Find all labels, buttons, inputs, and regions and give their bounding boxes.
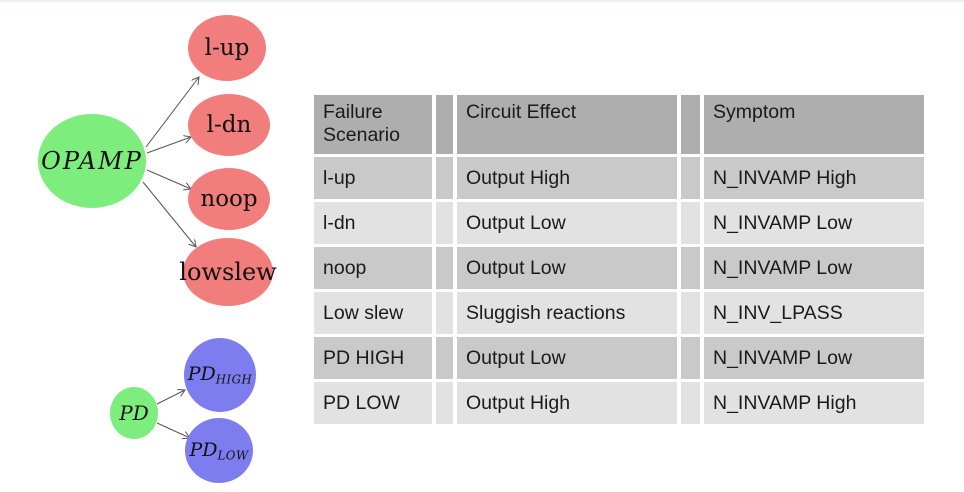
row-spacer-cell [681, 292, 700, 334]
header-spacer-cell [436, 95, 453, 154]
row-spacer-cell [681, 337, 700, 379]
node-label: noop [200, 186, 258, 212]
table-cell-failure: PD LOW [314, 382, 432, 424]
arrow-opamp-ldn [146, 137, 191, 154]
diagram-node-pd-low: PDLOW [185, 418, 253, 483]
table-cell-symptom: N_INVAMP Low [704, 247, 924, 289]
arrow-pd-pdhigh [156, 390, 185, 405]
row-spacer-cell [436, 157, 453, 199]
failure-scenario-table: Failure Scenario Circuit Effect Symptom … [314, 95, 924, 424]
node-label-subscript: HIGH [215, 372, 253, 387]
row-spacer-cell [436, 202, 453, 244]
table-cell-effect: Output High [457, 382, 677, 424]
top-accent-line [0, 0, 964, 2]
table-cell-effect: Output Low [457, 337, 677, 379]
diagram-node-pd-high: PDHIGH [184, 338, 256, 412]
diagram-node-pd: PD [110, 387, 158, 439]
diagram-node-noop: noop [188, 168, 270, 230]
row-spacer-cell [436, 247, 453, 289]
table-cell-symptom: N_INV_LPASS [704, 292, 924, 334]
diagram-node-l-dn: l-dn [188, 94, 270, 156]
table-cell-effect: Output Low [457, 247, 677, 289]
table-cell-failure: l-dn [314, 202, 432, 244]
row-spacer-cell [436, 337, 453, 379]
row-spacer-cell [681, 382, 700, 424]
node-label: PD [119, 401, 149, 425]
column-header-failure-scenario: Failure Scenario [314, 95, 432, 154]
node-label: PDLOW [189, 438, 249, 463]
row-spacer-cell [681, 157, 700, 199]
table-cell-effect: Output Low [457, 202, 677, 244]
row-spacer-cell [681, 202, 700, 244]
row-spacer-cell [436, 382, 453, 424]
row-spacer-cell [681, 247, 700, 289]
diagram-arrow-layer [142, 0, 320, 492]
table-cell-symptom: N_INVAMP High [704, 382, 924, 424]
node-label: lowslew [179, 258, 277, 286]
arrow-pd-pdlow [156, 422, 190, 438]
node-label: l-dn [206, 112, 252, 138]
diagram-node-l-up: l-up [188, 15, 266, 81]
table-cell-failure: l-up [314, 157, 432, 199]
table-cell-symptom: N_INVAMP Low [704, 337, 924, 379]
table-cell-failure: PD HIGH [314, 337, 432, 379]
diagram-node-opamp: OPAMP [38, 114, 146, 208]
table-cell-failure: noop [314, 247, 432, 289]
node-label-subscript: LOW [217, 448, 249, 463]
table-cell-failure: Low slew [314, 292, 432, 334]
table-cell-effect: Output High [457, 157, 677, 199]
header-spacer-cell [681, 95, 700, 154]
table-cell-effect: Sluggish reactions [457, 292, 677, 334]
arrow-opamp-noop [146, 169, 191, 189]
table-cell-symptom: N_INVAMP High [704, 157, 924, 199]
node-label: OPAMP [41, 147, 143, 175]
node-label: l-up [204, 35, 250, 61]
diagram-node-lowslew: lowslew [179, 238, 277, 306]
row-spacer-cell [436, 292, 453, 334]
table-cell-symptom: N_INVAMP Low [704, 202, 924, 244]
column-header-symptom: Symptom [704, 95, 924, 154]
column-header-circuit-effect: Circuit Effect [457, 95, 677, 154]
node-label: PDHIGH [187, 363, 253, 387]
